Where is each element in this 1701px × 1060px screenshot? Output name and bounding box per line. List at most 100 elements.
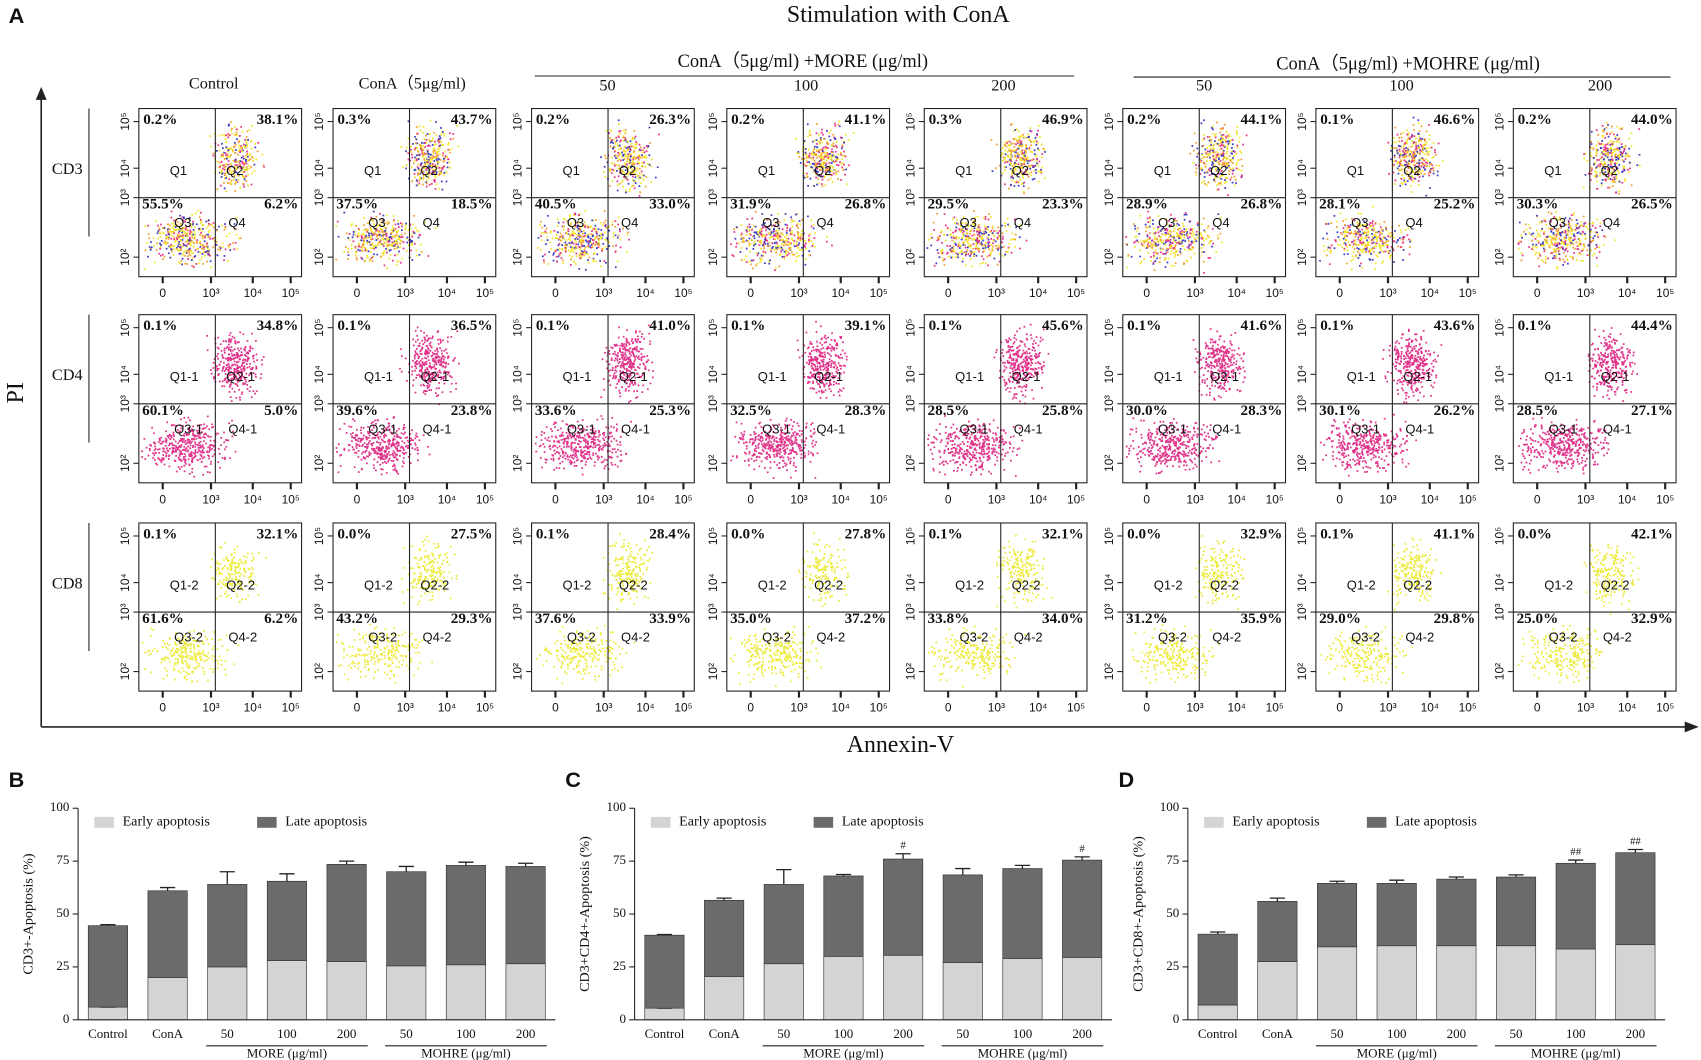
event-dot bbox=[211, 237, 214, 240]
event-dot bbox=[442, 154, 444, 157]
event-dot bbox=[242, 157, 245, 160]
event-dot bbox=[1206, 156, 1209, 159]
event-dot bbox=[1371, 222, 1374, 224]
event-dot bbox=[185, 252, 188, 254]
event-dot bbox=[648, 154, 651, 157]
event-dot bbox=[1386, 250, 1389, 253]
event-dot bbox=[770, 214, 773, 216]
event-dot bbox=[774, 235, 777, 237]
event-dot bbox=[417, 149, 419, 152]
event-dot bbox=[177, 234, 180, 237]
event-dot bbox=[1164, 229, 1167, 232]
event-dot bbox=[434, 188, 437, 190]
event-dot bbox=[243, 162, 245, 165]
event-dot bbox=[748, 237, 751, 240]
event-dot bbox=[1025, 239, 1028, 242]
event-dot bbox=[1024, 154, 1027, 157]
event-dot bbox=[352, 233, 355, 236]
event-dot bbox=[1028, 159, 1031, 162]
event-dot bbox=[186, 263, 188, 265]
event-dot bbox=[1018, 171, 1020, 174]
event-dot bbox=[998, 164, 1001, 167]
event-dot bbox=[1032, 158, 1035, 161]
event-dot bbox=[1410, 239, 1412, 242]
event-dot bbox=[1224, 165, 1226, 168]
event-dot bbox=[1022, 190, 1025, 193]
event-dot bbox=[586, 236, 589, 238]
event-dot bbox=[215, 241, 218, 243]
event-dot bbox=[623, 150, 625, 152]
event-dot bbox=[1375, 231, 1377, 234]
event-dot bbox=[1189, 243, 1192, 246]
event-dot bbox=[759, 241, 762, 243]
event-dot bbox=[801, 234, 804, 237]
event-dot bbox=[603, 165, 606, 168]
event-dot bbox=[174, 226, 177, 228]
event-dot bbox=[987, 218, 990, 221]
event-dot bbox=[169, 256, 172, 259]
event-dot bbox=[1213, 148, 1216, 150]
event-dot bbox=[442, 160, 445, 163]
event-dot bbox=[824, 164, 827, 167]
event-dot bbox=[835, 171, 838, 174]
event-dot bbox=[223, 177, 226, 180]
event-dot bbox=[804, 151, 807, 154]
event-dot bbox=[399, 246, 402, 249]
event-dot bbox=[621, 179, 624, 182]
event-dot bbox=[243, 145, 246, 148]
event-dot bbox=[236, 134, 238, 137]
event-dot bbox=[225, 141, 228, 143]
event-dot bbox=[774, 238, 777, 241]
event-dot bbox=[219, 249, 222, 251]
event-dot bbox=[1415, 147, 1418, 150]
event-dot bbox=[943, 264, 946, 266]
event-dot bbox=[993, 257, 996, 260]
event-dot bbox=[1010, 155, 1013, 158]
event-dot bbox=[1186, 233, 1189, 236]
event-dot bbox=[623, 158, 626, 160]
event-dot bbox=[371, 219, 373, 222]
event-dot bbox=[1204, 230, 1206, 233]
event-dot bbox=[594, 236, 597, 238]
event-dot bbox=[997, 232, 1000, 234]
event-dot bbox=[201, 234, 204, 237]
event-dot bbox=[597, 235, 600, 238]
event-dot bbox=[158, 226, 161, 229]
event-dot bbox=[769, 248, 772, 251]
event-dot bbox=[409, 249, 412, 252]
event-dot bbox=[561, 225, 564, 228]
event-dot bbox=[1195, 173, 1198, 176]
event-dot bbox=[626, 233, 629, 236]
event-dot bbox=[1422, 166, 1425, 169]
event-dot bbox=[1019, 224, 1022, 227]
event-dot bbox=[788, 243, 791, 246]
event-dot bbox=[239, 150, 242, 152]
event-dot bbox=[1035, 155, 1037, 158]
event-dot bbox=[219, 165, 221, 168]
event-dot bbox=[224, 173, 226, 176]
event-dot bbox=[1231, 181, 1234, 184]
event-dot bbox=[791, 253, 794, 256]
event-dot bbox=[188, 253, 191, 255]
event-dot bbox=[574, 239, 576, 242]
event-dot bbox=[429, 162, 431, 165]
event-dot bbox=[641, 154, 643, 156]
event-dot bbox=[1430, 146, 1433, 149]
event-dot bbox=[239, 187, 242, 189]
event-dot bbox=[1007, 154, 1010, 157]
event-dot bbox=[182, 216, 185, 219]
event-dot bbox=[985, 245, 988, 248]
event-dot bbox=[1223, 123, 1226, 126]
event-dot bbox=[813, 163, 816, 166]
event-dot bbox=[1407, 147, 1409, 150]
event-dot bbox=[1212, 125, 1214, 128]
event-dot bbox=[1402, 259, 1404, 261]
event-dot bbox=[1414, 168, 1416, 170]
event-dot bbox=[396, 246, 399, 249]
event-dot bbox=[228, 178, 231, 181]
event-dot bbox=[191, 257, 194, 260]
event-dot bbox=[421, 183, 424, 186]
event-dot bbox=[1368, 241, 1370, 244]
event-dot bbox=[644, 165, 647, 168]
